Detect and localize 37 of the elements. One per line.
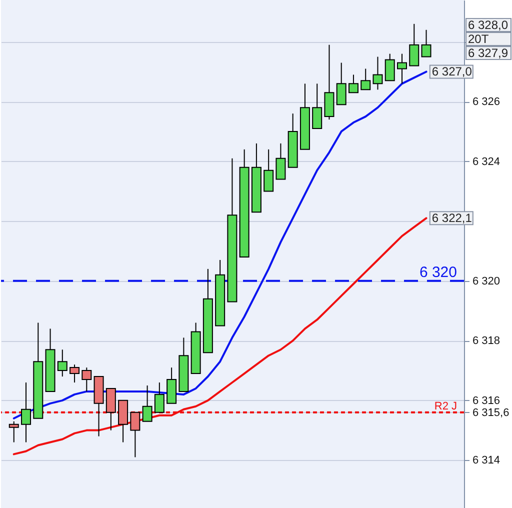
candlestick — [421, 29, 432, 58]
y-tick-label: 6 326 — [472, 96, 500, 108]
candlestick — [130, 412, 140, 458]
y-tick-label: 6 324 — [472, 156, 500, 168]
candlestick — [324, 44, 334, 120]
y-tick-label: 6 316 — [472, 394, 500, 407]
data-label: 6 327,0 — [432, 64, 472, 79]
candlestick — [372, 56, 383, 90]
text: 20T — [468, 32, 490, 46]
text: 6 327,9 — [468, 46, 508, 60]
candlestick — [312, 83, 322, 129]
data-label: 6 322,1 — [432, 211, 472, 226]
candlestick — [409, 23, 420, 66]
candlestick — [21, 382, 32, 443]
ref-line-label: R2 J — [434, 400, 457, 412]
candlestick — [142, 384, 152, 422]
candlestick — [264, 148, 274, 192]
candlestick — [276, 142, 286, 180]
y-tick-label: 6 314 — [472, 454, 500, 467]
candlestick — [396, 53, 407, 84]
candlestick — [70, 364, 80, 383]
candlestick — [118, 400, 128, 443]
y-tick-label: 6 320 — [472, 275, 500, 288]
candlestick — [384, 53, 395, 82]
candlestick — [166, 367, 177, 404]
y-tick-label: 6 318 — [472, 335, 500, 348]
candlestick — [82, 367, 92, 392]
ref-line-label: 6 320 — [419, 264, 457, 281]
candlestick — [336, 62, 346, 106]
text: 6 328,0 — [468, 18, 508, 32]
candlestick — [8, 420, 19, 443]
candlestick — [106, 388, 116, 431]
candlestick — [348, 74, 358, 94]
candlestick — [154, 382, 164, 413]
y-tick-label: 6 315,6 — [472, 406, 510, 419]
candlestick — [360, 68, 371, 90]
candlestick — [57, 349, 68, 378]
